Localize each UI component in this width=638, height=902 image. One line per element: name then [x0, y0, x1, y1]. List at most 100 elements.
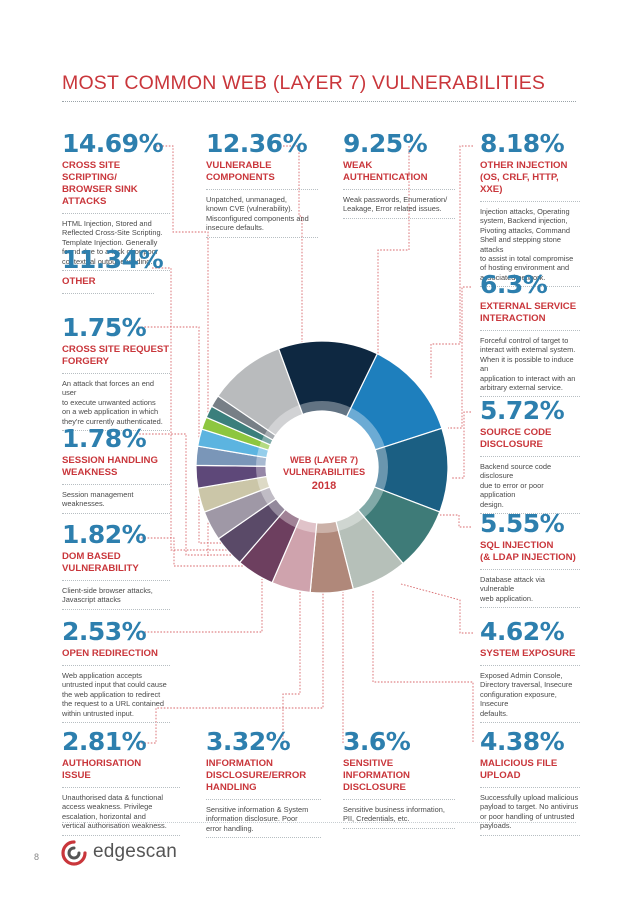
divider — [206, 799, 321, 800]
stat-description: Injection attacks, Operating system, Bac… — [480, 207, 574, 282]
stat-percent: 6.3% — [480, 270, 548, 299]
stat-xss: 14.69% CROSS SITE SCRIPTING/ BROWSER SIN… — [62, 129, 170, 272]
stat-percent: 2.53% — [62, 617, 147, 646]
stat-label: CROSS SITE REQUEST FORGERY — [62, 344, 170, 367]
divider — [480, 330, 580, 331]
divider — [480, 513, 580, 515]
divider — [62, 834, 180, 836]
donut-inner-ring — [256, 401, 388, 533]
page-title: MOST COMMON WEB (LAYER 7) VULNERABILITIE… — [62, 72, 546, 94]
stat-dom: 1.82% DOM BASED VULNERABILITY Client-sid… — [62, 520, 170, 610]
divider — [206, 236, 318, 238]
divider — [62, 665, 170, 666]
divider — [62, 293, 154, 294]
stat-label: EXTERNAL SERVICE INTERACTION — [480, 301, 577, 324]
divider — [480, 787, 580, 788]
stat-csrf: 1.75% CROSS SITE REQUEST FORGERY An atta… — [62, 313, 170, 432]
stat-description: HTML Injection, Stored and Reflected Cro… — [62, 219, 163, 266]
divider — [480, 722, 580, 724]
stat-label: AUTHORISATION ISSUE — [62, 758, 142, 781]
stat-percent: 2.81% — [62, 727, 147, 756]
stat-label: OTHER INJECTION (OS, CRLF, HTTP, XXE) — [480, 160, 568, 195]
stat-label: OPEN REDIRECTION — [62, 648, 158, 659]
stat-percent: 4.38% — [480, 727, 565, 756]
donut-center-title: WEB (LAYER 7) VULNERABILITIES — [283, 455, 366, 477]
stat-open-redirect: 2.53% OPEN REDIRECTION Web application a… — [62, 617, 170, 724]
stat-percent: 8.18% — [480, 129, 565, 158]
divider — [480, 201, 580, 202]
stat-label: SOURCE CODE DISCLOSURE — [480, 427, 552, 450]
stat-external-service: 6.3% EXTERNAL SERVICE INTERACTION Forcef… — [480, 270, 580, 398]
stat-source-code: 5.72% SOURCE CODE DISCLOSURE Backend sou… — [480, 396, 580, 515]
stat-session: 1.78% SESSION HANDLING WEAKNESS Session … — [62, 424, 170, 514]
stat-description: Weak passwords, Enumeration/ Leakage, Er… — [343, 195, 448, 214]
divider — [62, 580, 170, 581]
divider — [480, 834, 580, 836]
stat-label: DOM BASED VULNERABILITY — [62, 551, 139, 574]
stat-label: CROSS SITE SCRIPTING/ BROWSER SINK ATTAC… — [62, 160, 138, 207]
divider — [62, 787, 180, 788]
stat-description: Session management weaknesses. — [62, 490, 134, 509]
stat-percent: 1.82% — [62, 520, 147, 549]
stat-percent: 5.72% — [480, 396, 565, 425]
stat-weak-authentication: 9.25% WEAK AUTHENTICATION Weak passwords… — [343, 129, 455, 219]
divider — [480, 396, 580, 398]
footer-divider — [62, 822, 576, 823]
stat-system-exposure: 4.62% SYSTEM EXPOSURE Exposed Admin Cons… — [480, 617, 580, 724]
divider — [480, 665, 580, 666]
stat-description: Client-side browser attacks, Javascript … — [62, 586, 153, 605]
stat-other-injection: 8.18% OTHER INJECTION (OS, CRLF, HTTP, X… — [480, 129, 580, 288]
divider — [343, 217, 455, 219]
stat-percent: 3.32% — [206, 727, 291, 756]
divider — [62, 722, 170, 724]
stat-description: An attack that forces an end user to exe… — [62, 379, 163, 426]
stat-percent: 14.69% — [62, 129, 164, 158]
title-divider — [62, 101, 576, 102]
stat-authorisation: 2.81% AUTHORISATION ISSUE Unauthorised d… — [62, 727, 180, 836]
stat-description: Unauthorised data & functional access we… — [62, 793, 167, 831]
donut-hole — [266, 411, 378, 523]
divider — [343, 189, 455, 190]
stat-description: Successfully upload malicious payload to… — [480, 793, 579, 831]
divider — [62, 608, 170, 610]
divider — [343, 799, 455, 800]
divider — [62, 484, 170, 485]
stat-label: INFORMATION DISCLOSURE/ERROR HANDLING — [206, 758, 307, 793]
stat-description: Exposed Admin Console, Directory travers… — [480, 671, 573, 718]
donut-center-label: WEB (LAYER 7) VULNERABILITIES 2018 — [283, 455, 365, 493]
divider — [62, 512, 170, 514]
stat-other: 11.34% OTHER — [62, 245, 164, 299]
stat-info-disclosure-error: 3.32% INFORMATION DISCLOSURE/ERROR HANDL… — [206, 727, 321, 839]
stat-description: Sensitive information & System informati… — [206, 805, 309, 833]
stat-percent: 5.55% — [480, 509, 565, 538]
divider — [62, 373, 170, 374]
stat-malicious-file-upload: 4.38% MALICIOUS FILE UPLOAD Successfully… — [480, 727, 580, 836]
edgescan-logo-icon — [61, 840, 87, 866]
divider — [343, 827, 455, 829]
donut-center-year: 2018 — [311, 480, 337, 492]
page-number: 8 — [34, 852, 40, 862]
divider — [480, 569, 580, 570]
brand-name: edgescan — [93, 841, 178, 862]
divider — [62, 270, 170, 272]
stat-percent: 3.6% — [343, 727, 411, 756]
stat-percent: 4.62% — [480, 617, 565, 646]
divider — [480, 286, 580, 288]
stat-vulnerable-components: 12.36% VULNERABLE COMPONENTS Unpatched, … — [206, 129, 318, 238]
stat-percent: 9.25% — [343, 129, 428, 158]
divider — [206, 189, 318, 190]
donut-chart — [195, 340, 449, 594]
stat-sensitive-info: 3.6% SENSITIVE INFORMATION DISCLOSURE Se… — [343, 727, 455, 829]
stat-percent: 12.36% — [206, 129, 308, 158]
stat-label: WEAK AUTHENTICATION — [343, 160, 428, 183]
stat-label: MALICIOUS FILE UPLOAD — [480, 758, 558, 781]
stat-label: SESSION HANDLING WEAKNESS — [62, 455, 158, 478]
divider — [62, 430, 170, 432]
divider — [480, 456, 580, 457]
stat-description: Backend source code disclosure due to er… — [480, 462, 552, 509]
stat-percent: 11.34% — [62, 245, 164, 274]
divider — [62, 213, 170, 214]
stat-description: Database attack via vulnerable web appli… — [480, 575, 545, 603]
stat-label: SENSITIVE INFORMATION DISCLOSURE — [343, 758, 410, 793]
